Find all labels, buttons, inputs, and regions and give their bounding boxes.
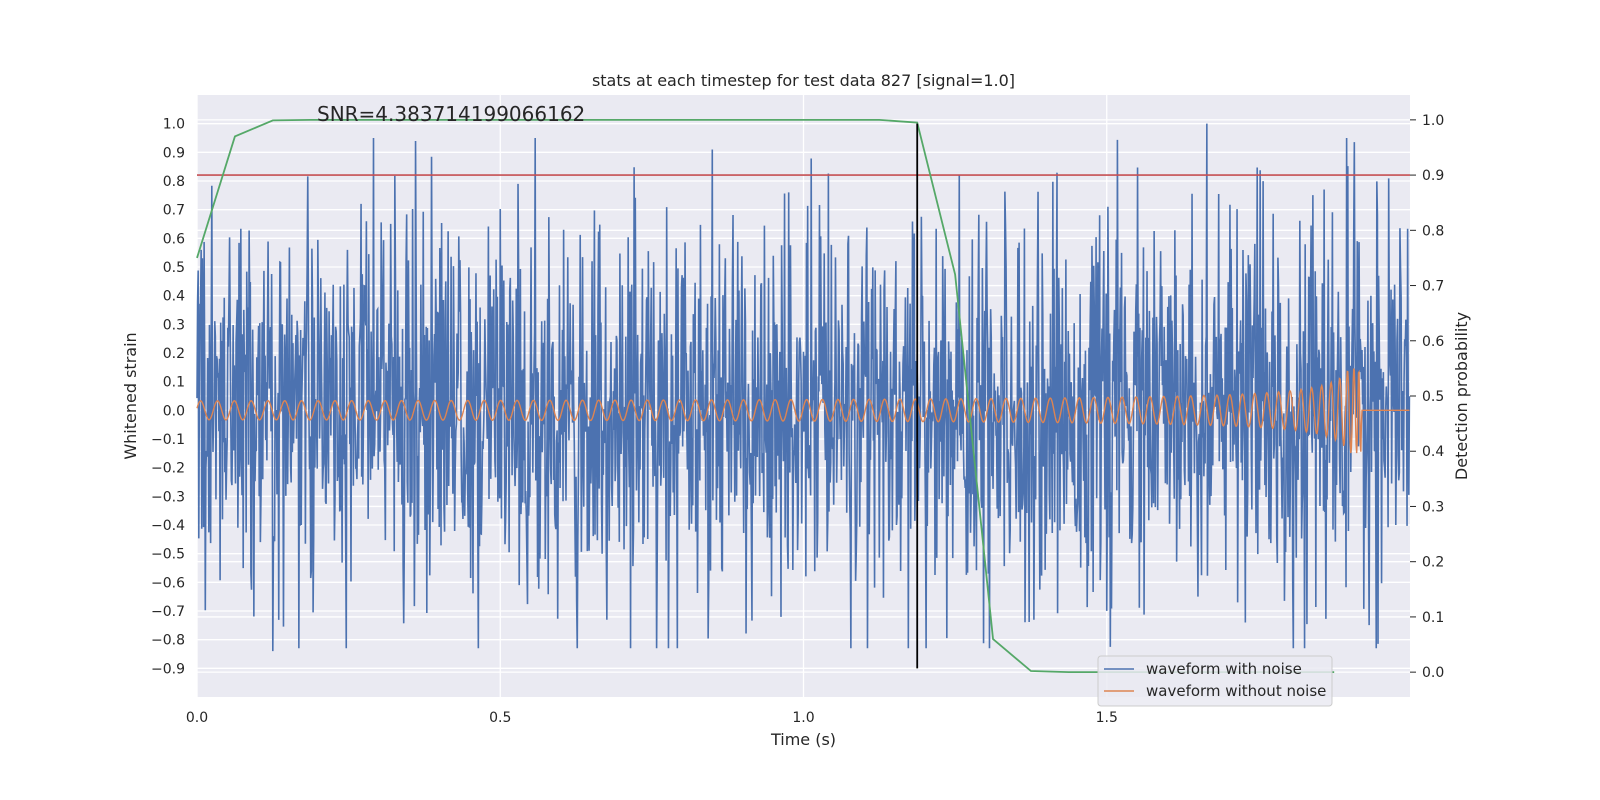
y-left-tick-label-5: 0.5 <box>163 260 185 276</box>
chart-title: stats at each timestep for test data 827… <box>592 71 1015 90</box>
y-left-tick-label-9: 0.1 <box>163 375 185 391</box>
y-right-tick-label-6: 0.4 <box>1422 444 1444 460</box>
x-axis-ticks: 0.0 0.5 1.0 1.5 <box>186 710 1118 726</box>
x-tick-label-0: 0.0 <box>186 710 208 726</box>
y-right-axis-ticks: 1.0 0.9 0.8 0.7 0.6 0.5 0.4 0.3 0.2 0.1 0.0 <box>1410 113 1444 681</box>
y-right-tick-label-10: 0.0 <box>1422 665 1444 681</box>
y-left-tick-label-15: −0.5 <box>151 547 185 563</box>
y-right-tick-label-8: 0.2 <box>1422 555 1444 571</box>
y-left-tick-label-12: −0.2 <box>151 461 185 477</box>
y-left-axis-label: Whitened strain <box>121 332 140 459</box>
y-left-axis-ticks: 1.0 0.9 0.8 0.7 0.6 0.5 0.4 0.3 0.2 0.1 0.0 −0.1 −0.… <box>151 117 185 678</box>
y-right-tick-label-5: 0.5 <box>1422 389 1444 405</box>
y-left-tick-label-2: 0.8 <box>163 174 185 190</box>
x-tick-label-3: 1.5 <box>1096 710 1118 726</box>
y-left-tick-label-19: −0.9 <box>151 661 185 677</box>
x-axis-label: Time (s) <box>770 730 836 749</box>
y-left-tick-label-10: 0.0 <box>163 403 185 419</box>
x-tick-label-1: 0.5 <box>489 710 511 726</box>
legend-label-clean: waveform without noise <box>1146 682 1326 700</box>
y-left-tick-label-7: 0.3 <box>163 317 185 333</box>
series-layer <box>196 118 1411 674</box>
snr-annotation: SNR=4.383714199066162 <box>317 102 585 126</box>
y-right-tick-label-9: 0.1 <box>1422 610 1444 626</box>
legend: waveform with noise waveform without noi… <box>1097 655 1333 707</box>
legend-label-noisy: waveform with noise <box>1146 660 1302 678</box>
x-tick-label-2: 1.0 <box>792 710 814 726</box>
y-right-tick-label-4: 0.6 <box>1422 334 1444 350</box>
y-left-tick-label-17: −0.7 <box>151 604 185 620</box>
y-left-tick-label-1: 0.9 <box>163 145 185 161</box>
y-left-tick-label-14: −0.4 <box>151 518 185 534</box>
y-left-tick-label-0: 1.0 <box>163 117 185 133</box>
y-right-tick-label-3: 0.7 <box>1422 279 1444 295</box>
y-left-tick-label-16: −0.6 <box>151 575 185 591</box>
y-left-tick-label-8: 0.2 <box>163 346 185 362</box>
series-waveform-without-noise <box>196 368 1410 454</box>
y-right-axis-label: Detection probability <box>1452 312 1471 480</box>
y-left-tick-label-3: 0.7 <box>163 203 185 219</box>
y-right-tick-label-2: 0.8 <box>1422 223 1444 239</box>
y-left-tick-label-18: −0.8 <box>151 633 185 649</box>
y-left-tick-label-4: 0.6 <box>163 231 185 247</box>
y-left-tick-label-13: −0.3 <box>151 489 185 505</box>
legend-box <box>1097 655 1333 707</box>
y-right-tick-label-1: 0.9 <box>1422 168 1444 184</box>
series-waveform-with-noise <box>196 123 1411 652</box>
y-right-tick-label-0: 1.0 <box>1422 113 1444 129</box>
y-left-tick-label-6: 0.4 <box>163 289 185 305</box>
y-left-tick-label-11: −0.1 <box>151 432 185 448</box>
y-right-tick-label-7: 0.3 <box>1422 499 1444 515</box>
